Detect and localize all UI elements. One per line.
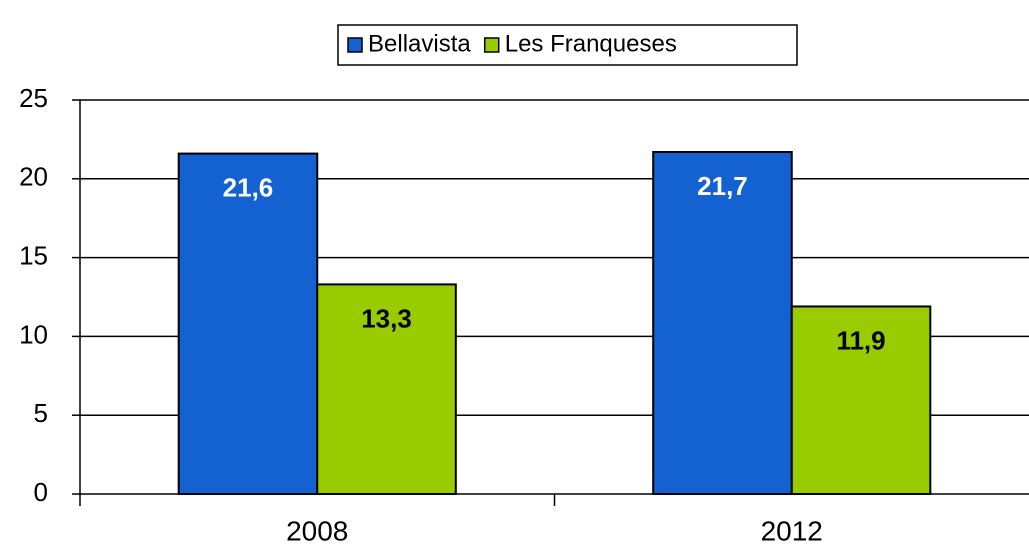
- bar: [652, 151, 793, 495]
- value-label: 13,3: [361, 303, 412, 333]
- value-label: 21,7: [697, 171, 748, 201]
- y-tick-label: 10: [19, 319, 48, 349]
- legend-label: Bellavista: [368, 30, 471, 57]
- legend-box: [337, 24, 798, 66]
- x-tick-label: 2012: [761, 515, 823, 546]
- bar: [316, 283, 457, 495]
- legend-swatch: [483, 37, 500, 53]
- bar: [177, 152, 319, 495]
- y-tick-label: 15: [19, 240, 48, 270]
- y-tick-label: 20: [19, 162, 48, 192]
- value-label: 11,9: [836, 325, 885, 355]
- legend-label: Les Franqueses: [505, 30, 677, 57]
- bar: [790, 305, 932, 495]
- y-tick-label: 0: [34, 477, 48, 507]
- y-tick-label: 25: [19, 83, 48, 113]
- x-tick-label: 2008: [286, 515, 348, 546]
- y-tick-label: 5: [34, 398, 48, 428]
- legend-swatch: [347, 37, 363, 53]
- value-label: 21,6: [223, 172, 274, 202]
